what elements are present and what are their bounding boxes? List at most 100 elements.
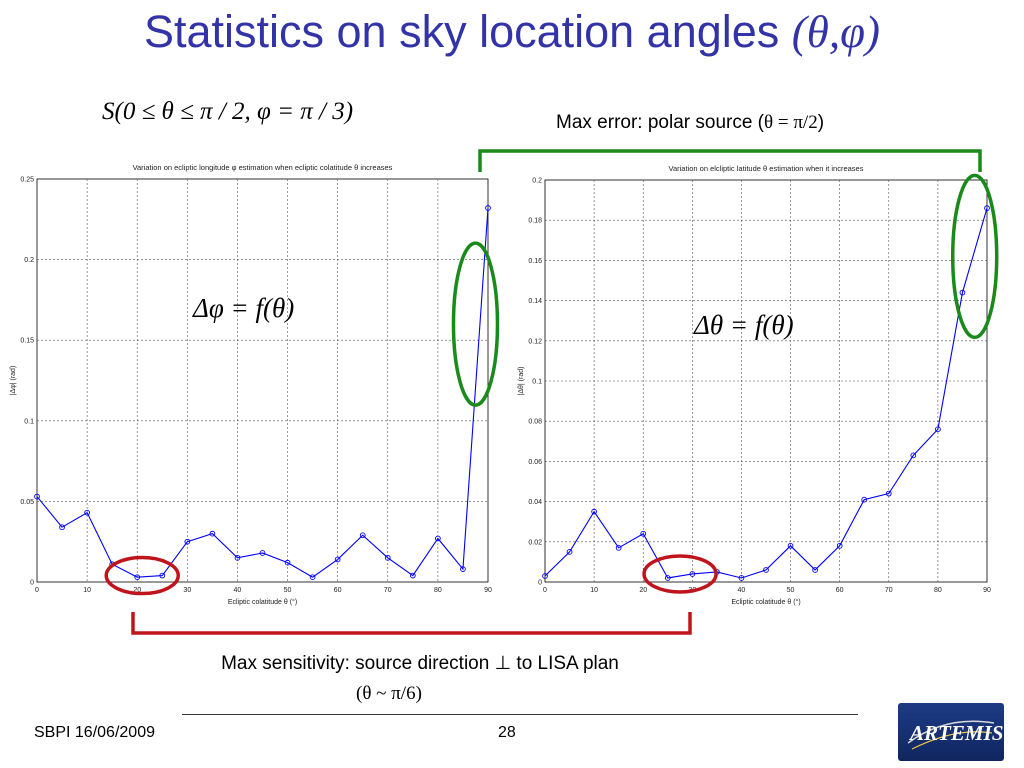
- x-axis-label: Ecliptic colatitude θ (°): [731, 598, 800, 606]
- data-point: [184, 538, 191, 545]
- data-point: [84, 509, 90, 516]
- slide-title-greek: (θ,φ): [791, 7, 881, 57]
- data-point: [812, 567, 818, 573]
- y-axis-label: |Δθ| (rad): [518, 367, 525, 396]
- data-point: [566, 548, 573, 555]
- red-highlight-ellipse: [104, 555, 180, 596]
- data-point: [334, 556, 341, 563]
- data-point: [836, 542, 843, 549]
- y-tick-label: 0.18: [528, 218, 542, 225]
- chart-1: 0 10 20 30 40 50 60 70 80 90 0 0.05 0.1 0.15 0.2 0.25 Va…: [10, 163, 500, 606]
- data-point: [984, 205, 990, 211]
- x-tick-label: 80: [434, 587, 442, 594]
- y-tick-label: 0.2: [532, 178, 542, 185]
- data-point: [259, 550, 266, 556]
- x-tick-label: 50: [787, 587, 795, 594]
- y-tick-label: 0.1: [24, 418, 34, 425]
- data-point: [738, 575, 745, 581]
- chart-2: 0 10 20 30 40 50 60 70 80 9000.020.040.060.080.10…: [518, 164, 999, 606]
- data-point: [460, 566, 466, 572]
- max-error-suffix: ): [817, 112, 825, 133]
- artemis-logo: ARTEMIS: [898, 703, 1004, 761]
- y-tick-label: 0.15: [20, 338, 34, 345]
- max-sensitivity-condition: (θ ~ π/6): [356, 683, 422, 704]
- data-point: [664, 575, 671, 581]
- max-error-prefix: Max error: polar source (: [556, 112, 765, 133]
- data-point: [384, 554, 391, 561]
- data-point: [689, 571, 696, 577]
- x-tick-label: 10: [83, 587, 91, 594]
- data-point: [959, 289, 966, 296]
- max-sensitivity-note: Max sensitivity: source direction ⊥ to L…: [221, 653, 619, 674]
- data-point: [34, 493, 40, 500]
- data-point: [861, 496, 868, 503]
- slide-title: Statistics on sky location angles (θ,φ): [0, 6, 1024, 58]
- data-point: [234, 554, 241, 561]
- data-point: [209, 530, 216, 537]
- max-error-math: θ = π/2: [764, 112, 818, 133]
- data-point: [787, 542, 794, 549]
- data-point: [542, 573, 548, 579]
- series-line: [544, 207, 988, 579]
- y-tick-label: 0.1: [532, 379, 542, 386]
- data-point: [485, 205, 491, 211]
- x-tick-label: 90: [983, 587, 991, 594]
- data-point: [159, 572, 166, 579]
- x-tick-label: 60: [334, 587, 342, 594]
- x-tick-label: 0: [35, 587, 39, 594]
- data-point: [59, 524, 65, 531]
- data-point: [615, 544, 622, 551]
- red-highlight-ellipse: [642, 554, 718, 594]
- y-tick-label: 0: [538, 580, 542, 587]
- page-number: 28: [498, 724, 516, 741]
- x-tick-label: 20: [133, 587, 141, 594]
- y-tick-label: 0.2: [24, 257, 34, 264]
- red-bracket: [131, 612, 692, 635]
- y-axis-label: |Δφ| (rad): [10, 366, 17, 396]
- data-point: [885, 490, 892, 497]
- y-tick-label: 0.08: [528, 419, 542, 426]
- chart-equation: Δθ = f(θ): [693, 310, 794, 340]
- sample-formula: S(0 ≤ θ ≤ π / 2, φ = π / 3): [102, 98, 354, 125]
- green-highlight-ellipse: [451, 241, 500, 407]
- x-tick-label: 20: [639, 587, 647, 594]
- green-bracket: [478, 149, 982, 172]
- y-tick-label: 0: [30, 580, 34, 587]
- y-tick-label: 0.14: [528, 298, 542, 305]
- slide-title-text: Statistics on sky location angles: [143, 6, 792, 57]
- data-point: [435, 535, 441, 542]
- data-point: [935, 426, 941, 433]
- footer-date: SBPI 16/06/2009: [34, 724, 155, 741]
- charts-canvas: 0 10 20 30 40 50 60 70 80 90 0 0.05 0.1 0.15 0.2 0.25 Va…: [10, 149, 999, 635]
- y-tick-label: 0.04: [528, 499, 542, 506]
- chart-equation: Δφ = f(θ): [192, 293, 294, 323]
- data-point: [591, 508, 597, 515]
- data-point: [284, 559, 291, 566]
- data-point: [910, 452, 917, 459]
- x-tick-label: 70: [885, 587, 893, 594]
- chart-title: Variation on ecliptic longitude φ estima…: [133, 163, 393, 172]
- data-point: [640, 530, 647, 537]
- x-tick-label: 40: [738, 587, 746, 594]
- plot-area: [36, 178, 489, 583]
- x-tick-label: 0: [543, 587, 547, 594]
- footer-divider: [182, 714, 858, 715]
- y-tick-label: 0.02: [528, 539, 542, 546]
- x-tick-label: 90: [484, 587, 492, 594]
- x-tick-label: 30: [183, 587, 191, 594]
- y-tick-label: 0.06: [528, 459, 542, 466]
- x-axis-label: Ecliptic colatitude θ (°): [228, 598, 297, 606]
- chart-title: Variation on elcliptic latitude θ estima…: [669, 164, 864, 173]
- y-tick-label: 0.25: [20, 177, 34, 184]
- x-tick-label: 60: [836, 587, 844, 594]
- data-point: [409, 572, 416, 579]
- x-tick-label: 80: [934, 587, 942, 594]
- logo-swoosh-icon: [907, 720, 995, 750]
- max-error-note: Max error: polar source (θ = π/2): [556, 112, 824, 134]
- green-highlight-ellipse: [950, 173, 999, 340]
- x-tick-label: 10: [590, 587, 598, 594]
- x-tick-label: 70: [384, 587, 392, 594]
- data-point: [359, 532, 366, 539]
- x-tick-label: 50: [284, 587, 292, 594]
- data-point: [309, 574, 316, 581]
